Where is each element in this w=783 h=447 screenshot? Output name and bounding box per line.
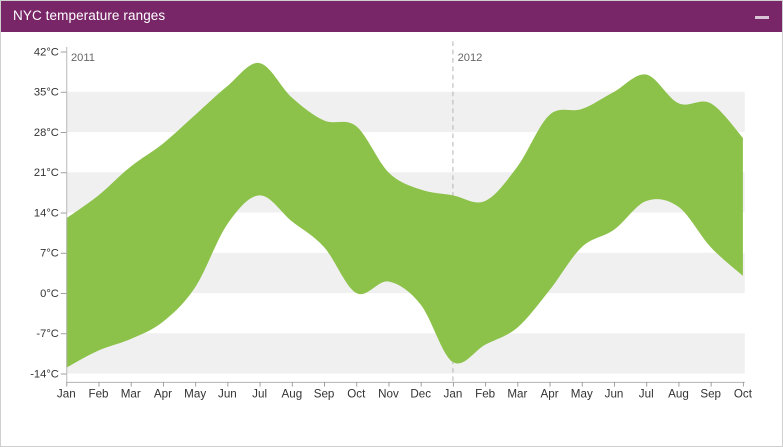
x-axis-label: Sep [700, 388, 721, 401]
x-axis-label: Apr [154, 388, 172, 401]
y-axis-label: 0°C [40, 288, 59, 300]
x-axis-label: Mar [121, 388, 141, 401]
year-label: 2011 [71, 52, 95, 64]
y-axis-label: 42°C [34, 46, 59, 58]
x-axis-label: Jul [252, 388, 267, 401]
x-axis-label: May [184, 388, 206, 401]
x-axis-label: Aug [281, 388, 302, 401]
x-axis-label: Mar [507, 388, 527, 401]
x-axis-label: Dec [410, 388, 431, 401]
year-label: 2012 [458, 52, 483, 64]
x-axis-label: Apr [541, 388, 559, 401]
x-axis-label: Feb [89, 388, 109, 401]
y-axis-label: -14°C [30, 368, 59, 380]
y-axis-label: 28°C [34, 127, 59, 139]
x-axis-label: Jan [444, 388, 463, 401]
x-axis-label: Jun [218, 388, 237, 401]
temperature-range-area-chart: 42°C 35°C 28°C 21°C 14°C 7°C 0°C -7°C -14°C Jan Fe… [30, 41, 753, 401]
x-axis-label: Sep [314, 388, 335, 401]
x-axis-label: Feb [475, 388, 495, 401]
x-axis-label: May [571, 388, 593, 401]
x-axis-label: Oct [734, 388, 753, 401]
chart-area: 42°C 35°C 28°C 21°C 14°C 7°C 0°C -7°C -14°C Jan Fe… [1, 32, 782, 446]
x-axis-label: Nov [378, 388, 399, 401]
x-axis-label: Aug [668, 388, 689, 401]
window-title: NYC temperature ranges [13, 8, 166, 23]
x-axis-label: Jun [605, 388, 624, 401]
y-axis-label: 21°C [34, 167, 59, 179]
temperature-range-area [66, 62, 743, 368]
plot-band [66, 333, 745, 374]
x-axis-label: Jul [639, 388, 654, 401]
x-axis-label: Jan [57, 388, 76, 401]
y-axis-label: 7°C [40, 248, 59, 260]
minimize-button[interactable] [751, 8, 773, 26]
y-axis-label: 35°C [34, 87, 59, 99]
y-axis-label: -7°C [36, 328, 58, 340]
x-axis-label: Oct [347, 388, 366, 401]
titlebar: NYC temperature ranges [1, 1, 782, 32]
minimize-icon [755, 16, 769, 19]
y-axis-label: 14°C [34, 207, 59, 219]
